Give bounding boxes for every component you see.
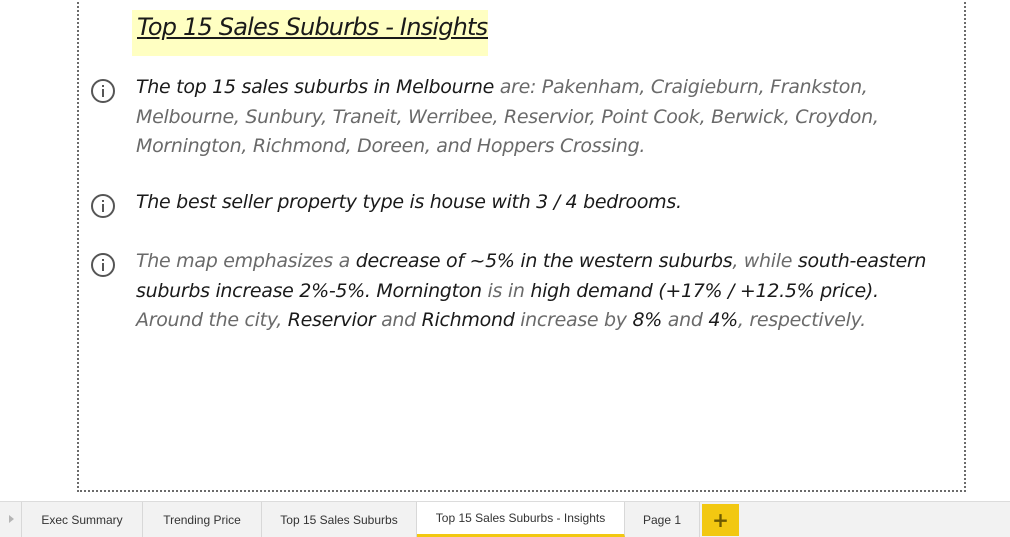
tab-top-15-sales-suburbs-insights[interactable]: Top 15 Sales Suburbs - Insights xyxy=(417,502,625,537)
tab-top-15-sales-suburbs[interactable]: Top 15 Sales Suburbs xyxy=(262,502,417,537)
info-icon xyxy=(91,79,115,103)
info-icon xyxy=(91,253,115,277)
tab-exec-summary[interactable]: Exec Summary xyxy=(22,502,143,537)
tab-scroll-arrow-icon[interactable] xyxy=(0,502,22,537)
emphasis-text: decrease of ~5% in the western suburbs xyxy=(355,250,733,272)
emphasis-text: 8% xyxy=(632,309,663,331)
body-text: increase by xyxy=(514,309,633,331)
emphasis-text: 4% xyxy=(708,309,738,331)
body-text: Around the city, xyxy=(136,309,288,331)
body-text: and xyxy=(662,309,709,331)
emphasis-text: The best seller property type is house w… xyxy=(136,191,682,213)
body-text: The map emphasizes a xyxy=(136,250,356,272)
body-text: Mornington, Richmond, Doreen, and Hopper… xyxy=(136,135,646,157)
emphasis-text: suburbs increase 2%-5%. Mornington xyxy=(136,279,482,302)
emphasis-text: The top 15 sales suburbs in Melbourne xyxy=(136,76,494,98)
tab-page-1[interactable]: Page 1 xyxy=(625,502,700,537)
info-icon xyxy=(91,194,115,218)
body-text: is in xyxy=(481,279,531,302)
body-text: Melbourne, Sunbury, Traneit, Werribee, R… xyxy=(136,105,879,128)
emphasis-text: Reservior xyxy=(287,309,376,331)
report-canvas xyxy=(77,0,966,492)
body-text: , respectively. xyxy=(737,309,866,331)
body-text: , while xyxy=(732,250,798,272)
tab-trending-price[interactable]: Trending Price xyxy=(143,502,262,537)
add-page-button[interactable]: + xyxy=(702,504,739,536)
emphasis-text: south-eastern xyxy=(797,250,927,272)
page-title: Top 15 Sales Suburbs - Insights: xyxy=(132,10,488,56)
emphasis-text: high demand (+17% / +12.5% price). xyxy=(530,279,879,302)
insight-text: The top 15 sales suburbs in Melbourne ar… xyxy=(136,73,916,162)
insight-text: The best seller property type is house w… xyxy=(136,188,916,218)
insight-text: The map emphasizes a decrease of ~5% in … xyxy=(136,247,926,336)
page-tab-bar: Exec Summary Trending Price Top 15 Sales… xyxy=(0,501,1010,537)
body-text: and xyxy=(375,309,422,331)
body-text: are: Pakenham, Craigieburn, Frankston, xyxy=(493,76,868,98)
emphasis-text: Richmond xyxy=(421,309,515,331)
